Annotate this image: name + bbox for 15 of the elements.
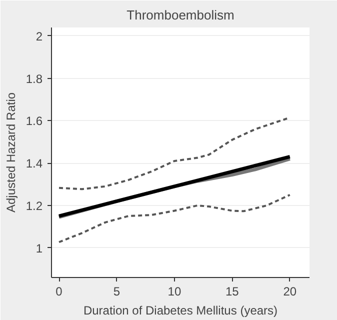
x-axis-title: Duration of Diabetes Mellitus (years) [83, 304, 278, 318]
y-tick-label: 1 [36, 241, 43, 256]
y-tick-label: 1.6 [26, 114, 43, 128]
y-tick-label: 1.8 [26, 72, 43, 86]
line-series [58, 194, 291, 244]
y-tick-label: 1.2 [26, 198, 43, 213]
x-tick-label: 5 [113, 284, 120, 298]
x-tick-label: 10 [168, 284, 182, 298]
x-tick-label: 20 [283, 284, 297, 298]
y-tick-label: 1.4 [26, 156, 43, 171]
y-axis-title: Adjusted Hazard Ratio [4, 92, 18, 213]
chart-title: Thromboembolism [126, 8, 234, 22]
x-tick-label: 15 [225, 284, 240, 298]
x-tick-label: 0 [56, 284, 63, 298]
y-tick-label: 2 [36, 29, 43, 44]
